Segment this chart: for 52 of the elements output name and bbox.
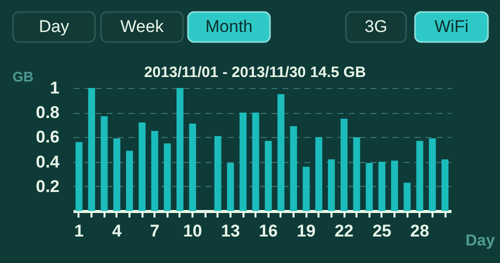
bar (404, 182, 411, 211)
bar (126, 150, 133, 211)
x-tick-label: 19 (296, 222, 316, 240)
bar (88, 88, 96, 211)
x-tick-label: 25 (372, 222, 392, 240)
bar (138, 122, 146, 211)
bar (302, 166, 310, 211)
bar (252, 112, 260, 211)
x-tick-label: 10 (183, 222, 202, 240)
bar (328, 159, 335, 211)
y-tick-label: 0.6 (36, 128, 60, 147)
text: Day (38, 17, 70, 36)
x-tick-label: 4 (112, 222, 122, 240)
text: 3G (364, 17, 388, 36)
x-tick-label: 28 (410, 222, 430, 240)
bar (113, 138, 120, 211)
bar (176, 88, 184, 211)
chart-title: 2013/11/01 - 2013/11/30 14.5 GB (144, 64, 366, 81)
bar (189, 124, 196, 211)
bar (226, 163, 234, 211)
bar (416, 140, 424, 211)
y-tick-label: 0.4 (36, 152, 60, 172)
y-tick-label: 0.8 (36, 103, 60, 122)
bar (151, 131, 158, 211)
x-tick-label: 22 (334, 222, 354, 240)
bar (353, 137, 360, 211)
text: Month (205, 17, 253, 36)
bar (240, 112, 247, 211)
y-axis-title: GB (12, 68, 34, 84)
bar (391, 160, 398, 211)
text: Week (120, 17, 164, 36)
bar (76, 142, 82, 211)
x-tick-label: 1 (74, 222, 84, 240)
x-axis-title: Day (466, 232, 495, 250)
bar (214, 136, 222, 211)
bar (100, 116, 108, 211)
bar (264, 140, 272, 211)
bar (442, 159, 448, 211)
bar (340, 118, 348, 211)
bar (428, 138, 436, 211)
bar (277, 94, 284, 211)
text: WiFi (434, 17, 468, 36)
bar (378, 162, 386, 211)
x-tick-label: 16 (258, 222, 278, 240)
x-tick-label: 7 (150, 222, 160, 240)
y-tick-label: 1 (50, 78, 60, 98)
bar (290, 126, 298, 211)
bar (315, 137, 322, 211)
bar (366, 163, 373, 211)
bar (164, 143, 171, 211)
x-tick-label: 13 (220, 222, 240, 240)
y-tick-label: 0.2 (36, 176, 60, 196)
